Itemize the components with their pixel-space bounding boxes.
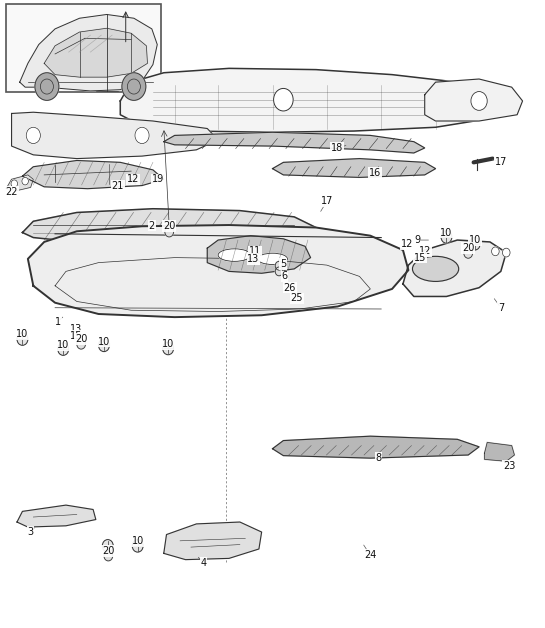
Text: 1: 1	[54, 317, 61, 327]
Text: 13: 13	[247, 254, 259, 264]
Text: 13: 13	[70, 324, 82, 334]
Text: 22: 22	[5, 187, 18, 197]
Text: 6: 6	[281, 271, 288, 281]
Circle shape	[11, 180, 17, 187]
Polygon shape	[207, 236, 311, 273]
Circle shape	[102, 539, 113, 552]
Text: 20: 20	[102, 546, 114, 556]
Circle shape	[122, 73, 146, 100]
Circle shape	[469, 237, 480, 250]
Polygon shape	[164, 522, 262, 560]
Polygon shape	[425, 79, 523, 121]
Polygon shape	[11, 112, 218, 159]
Polygon shape	[120, 68, 512, 133]
Text: 15: 15	[414, 252, 427, 263]
Text: 3: 3	[28, 527, 34, 537]
Text: 12: 12	[401, 239, 414, 249]
Polygon shape	[20, 14, 158, 91]
Circle shape	[99, 339, 110, 352]
Text: 11: 11	[249, 246, 261, 256]
Text: 9: 9	[414, 235, 420, 245]
Polygon shape	[272, 159, 435, 177]
Circle shape	[132, 539, 143, 552]
Circle shape	[104, 551, 113, 561]
Circle shape	[163, 342, 173, 355]
Polygon shape	[28, 225, 408, 317]
Text: 5: 5	[280, 259, 287, 269]
Text: 10: 10	[16, 329, 28, 339]
Circle shape	[58, 343, 69, 355]
Text: 15: 15	[70, 331, 82, 341]
Circle shape	[274, 89, 293, 111]
Circle shape	[165, 227, 173, 237]
Polygon shape	[485, 443, 514, 461]
Circle shape	[275, 267, 283, 276]
Polygon shape	[44, 28, 148, 77]
Polygon shape	[22, 208, 316, 244]
Text: 7: 7	[498, 303, 504, 313]
Circle shape	[471, 92, 487, 111]
Text: 12: 12	[419, 246, 431, 256]
Text: 25: 25	[290, 293, 303, 303]
Polygon shape	[22, 161, 164, 188]
Text: 4: 4	[201, 558, 207, 568]
Text: 19: 19	[152, 175, 165, 184]
Circle shape	[275, 261, 283, 270]
Circle shape	[492, 247, 499, 256]
Text: 2: 2	[149, 220, 155, 230]
FancyBboxPatch shape	[6, 4, 161, 92]
Text: 10: 10	[440, 227, 452, 237]
Text: 17: 17	[320, 196, 333, 206]
Text: 24: 24	[364, 550, 377, 560]
Text: 20: 20	[75, 334, 87, 344]
Polygon shape	[403, 240, 506, 296]
Circle shape	[22, 177, 28, 185]
Text: 18: 18	[330, 143, 343, 153]
Circle shape	[26, 127, 40, 144]
Text: 16: 16	[368, 168, 381, 178]
Circle shape	[502, 248, 510, 257]
Text: 26: 26	[284, 283, 296, 293]
Ellipse shape	[413, 256, 459, 281]
Polygon shape	[164, 133, 425, 153]
Text: 20: 20	[163, 221, 175, 231]
Text: 21: 21	[111, 180, 124, 190]
Text: 12: 12	[126, 175, 139, 184]
Text: 10: 10	[162, 339, 174, 349]
Ellipse shape	[218, 249, 251, 261]
Circle shape	[35, 73, 59, 100]
Text: 10: 10	[469, 235, 481, 245]
Ellipse shape	[258, 253, 287, 264]
Circle shape	[464, 248, 473, 258]
Polygon shape	[6, 175, 33, 190]
Text: 20: 20	[462, 243, 474, 253]
Circle shape	[77, 339, 86, 349]
Circle shape	[17, 333, 28, 345]
Text: 17: 17	[495, 158, 507, 167]
Polygon shape	[272, 436, 479, 458]
Text: 10: 10	[57, 340, 69, 350]
Polygon shape	[17, 505, 96, 527]
Circle shape	[441, 230, 452, 243]
Circle shape	[135, 127, 149, 144]
Text: 8: 8	[376, 453, 382, 463]
Text: 10: 10	[131, 536, 144, 546]
Text: 10: 10	[98, 337, 110, 347]
Text: 23: 23	[503, 461, 515, 470]
